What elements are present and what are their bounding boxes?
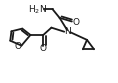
Text: O: O: [14, 42, 21, 51]
Text: O: O: [40, 44, 47, 53]
Text: H$_2$N: H$_2$N: [28, 3, 47, 16]
Text: O: O: [72, 18, 79, 27]
Text: N: N: [64, 27, 71, 36]
